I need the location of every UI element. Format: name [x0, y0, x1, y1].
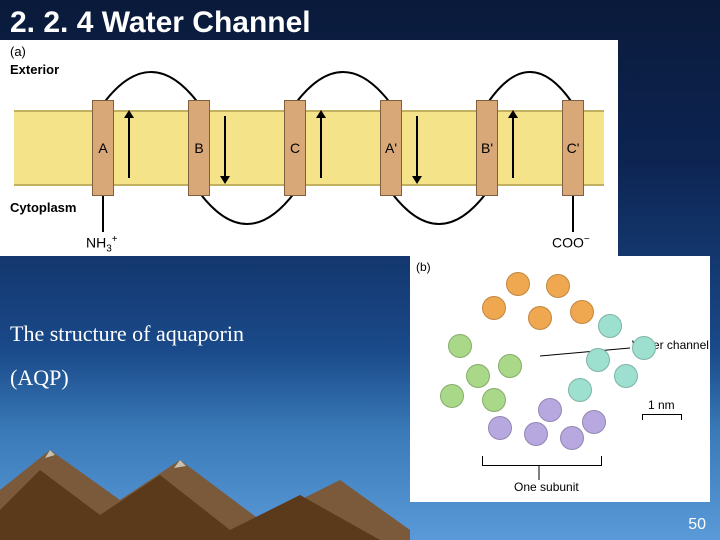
subunit-2-circle-0	[488, 416, 512, 440]
panel-b-top-view: (b) Water channel 1 nm One subunit	[410, 256, 710, 502]
subunit-2-circle-1	[524, 422, 548, 446]
subunit-3-circle-1	[466, 364, 490, 388]
subunit-bracket	[482, 456, 602, 466]
loop-exterior-2	[284, 60, 402, 104]
subunit-0-circle-1	[546, 274, 570, 298]
helix-label-C: C	[284, 140, 306, 156]
exterior-label: Exterior	[10, 62, 59, 77]
helix-label-Ap: A'	[380, 140, 402, 156]
slide-number: 50	[688, 516, 706, 534]
subunit-1-circle-1	[632, 336, 656, 360]
subunit-3-circle-0	[448, 334, 472, 358]
subunit-0-circle-2	[482, 296, 506, 320]
subunit-1-circle-4	[568, 378, 592, 402]
panel-a-label: (a)	[10, 44, 26, 59]
caption-line-1: The structure of aquaporin	[10, 312, 244, 356]
subunit-0-circle-4	[570, 300, 594, 324]
subunit-3-circle-4	[498, 354, 522, 378]
helix-label-Bp: B'	[476, 140, 498, 156]
loop-exterior-1	[92, 60, 210, 104]
loop-cytoplasm-1	[188, 192, 306, 236]
panel-a-membrane-topology: (a) Exterior Cytoplasm NH3+ COO− A B C A' B'…	[0, 40, 618, 256]
helix-label-Cp: C'	[562, 140, 584, 156]
n-terminal-label: NH3+	[86, 234, 118, 254]
subunit-3-circle-3	[482, 388, 506, 412]
subunit-0-circle-0	[506, 272, 530, 296]
helix-arrow-A	[128, 116, 130, 178]
loop-cytoplasm-2	[380, 192, 498, 236]
subunit-label: One subunit	[514, 480, 579, 494]
subunit-2-circle-2	[560, 426, 584, 450]
helix-arrow-C	[320, 116, 322, 178]
helix-arrow-Ap	[416, 116, 418, 178]
cytoplasm-label: Cytoplasm	[10, 200, 76, 215]
c-terminal-label: COO−	[552, 234, 590, 251]
helix-label-A: A	[92, 140, 114, 156]
helix-label-B: B	[188, 140, 210, 156]
scale-bar	[642, 414, 682, 420]
caption: The structure of aquaporin (AQP)	[10, 312, 244, 400]
subunit-2-circle-4	[538, 398, 562, 422]
loop-exterior-3	[476, 60, 584, 104]
subunit-1-circle-3	[586, 348, 610, 372]
n-terminal-line	[92, 192, 114, 232]
c-terminal-line	[562, 192, 584, 232]
page-title: 2. 2. 4 Water Channel	[0, 0, 720, 44]
subunit-2-circle-3	[582, 410, 606, 434]
subunit-3-circle-2	[440, 384, 464, 408]
subunit-0-circle-3	[528, 306, 552, 330]
subunit-1-circle-2	[614, 364, 638, 388]
scale-label: 1 nm	[648, 398, 675, 412]
panel-b-label: (b)	[416, 260, 431, 274]
subunit-1-circle-0	[598, 314, 622, 338]
helix-arrow-B	[224, 116, 226, 178]
helix-arrow-Bp	[512, 116, 514, 178]
subunit-bracket-stem	[538, 466, 540, 480]
caption-line-2: (AQP)	[10, 356, 244, 400]
